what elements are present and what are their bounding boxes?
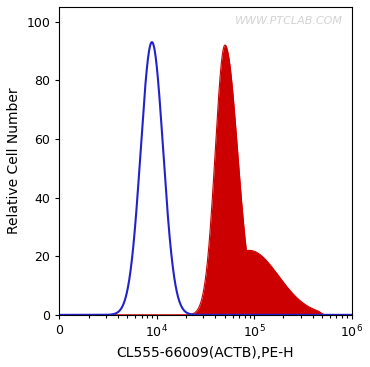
X-axis label: CL555-66009(ACTB),PE-H: CL555-66009(ACTB),PE-H <box>117 346 294 360</box>
Y-axis label: Relative Cell Number: Relative Cell Number <box>7 88 21 234</box>
Text: WWW.PTCLAB.COM: WWW.PTCLAB.COM <box>235 16 343 26</box>
